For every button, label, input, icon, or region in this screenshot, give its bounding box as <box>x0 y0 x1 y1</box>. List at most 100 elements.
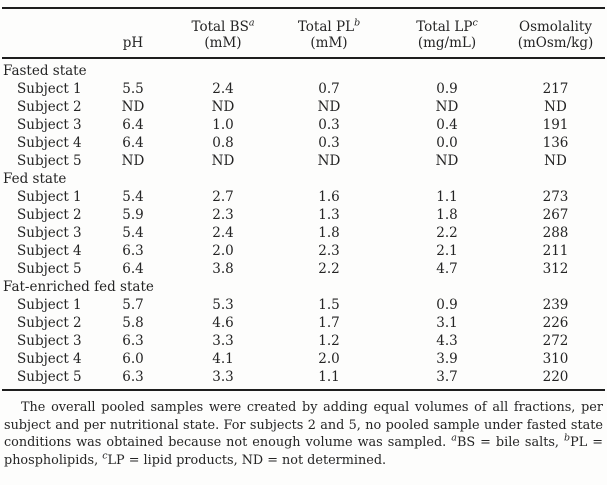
header-pl-unit: (mM) <box>310 35 348 51</box>
cell-osmolality: ND <box>544 153 567 169</box>
cell-ph: ND <box>121 153 145 169</box>
cell-total-lp: ND <box>435 153 459 169</box>
cell-total-pl: 1.1 <box>318 369 340 385</box>
section-row-fasted: Fasted state <box>2 58 605 80</box>
cell-ph: 6.4 <box>122 261 144 277</box>
row-label: Subject 2 <box>17 315 82 331</box>
row-label: Subject 3 <box>17 117 82 133</box>
table-row: Subject 1 5.7 5.3 1.5 0.9 239 <box>2 296 605 314</box>
cell-total-pl: 0.7 <box>318 81 340 97</box>
cell-total-pl: 2.3 <box>318 243 340 259</box>
table-row: Subject 1 5.4 2.7 1.6 1.1 273 <box>2 188 605 206</box>
header-osmolality: Osmolality (mOsm/kg) <box>506 8 605 59</box>
cell-total-bs: 4.1 <box>212 351 234 367</box>
cell-osmolality: 191 <box>542 117 569 133</box>
footnote-marker-c: c <box>102 450 108 462</box>
table-row: Subject 5 ND ND ND ND ND <box>2 152 605 170</box>
row-label: Subject 2 <box>17 207 82 223</box>
cell-total-pl: 1.8 <box>318 225 340 241</box>
cell-osmolality: 220 <box>542 369 569 385</box>
cell-total-lp: 3.9 <box>436 351 458 367</box>
cell-total-pl: 2.2 <box>318 261 340 277</box>
row-label: Subject 2 <box>17 99 82 115</box>
row-label: Subject 5 <box>17 369 82 385</box>
cell-total-pl: ND <box>317 153 341 169</box>
cell-total-bs: 2.7 <box>212 189 234 205</box>
cell-total-bs: ND <box>211 153 235 169</box>
cell-ph: 5.4 <box>122 225 144 241</box>
row-label: Subject 5 <box>17 153 82 169</box>
cell-ph: 5.9 <box>122 207 144 223</box>
table-row: Subject 5 6.3 3.3 1.1 3.7 220 <box>2 368 605 390</box>
footnote-marker-b: b <box>354 17 361 29</box>
cell-total-lp: 0.0 <box>436 135 458 151</box>
table-row: Subject 5 6.4 3.8 2.2 4.7 312 <box>2 260 605 278</box>
cell-osmolality: 288 <box>542 225 569 241</box>
cell-total-lp: 4.7 <box>436 261 458 277</box>
cell-total-bs: ND <box>211 99 235 115</box>
pooled-samples-table: pH Total BSa (mM) Total PLb (mM) Total L… <box>2 7 605 391</box>
cell-osmolality: 273 <box>542 189 569 205</box>
row-label: Subject 1 <box>17 81 82 97</box>
row-label: Subject 4 <box>17 135 82 151</box>
cell-total-lp: 0.9 <box>436 297 458 313</box>
cell-osmolality: 312 <box>542 261 569 277</box>
section-title: Fasted state <box>3 63 87 79</box>
table-row: Subject 3 5.4 2.4 1.8 2.2 288 <box>2 224 605 242</box>
cell-ph: 5.7 <box>122 297 144 313</box>
cell-total-pl: 1.7 <box>318 315 340 331</box>
cell-total-bs: 5.3 <box>212 297 234 313</box>
table-page: pH Total BSa (mM) Total PLb (mM) Total L… <box>2 7 605 469</box>
cell-total-lp: 3.7 <box>436 369 458 385</box>
cell-ph: 5.8 <box>122 315 144 331</box>
row-label: Subject 1 <box>17 297 82 313</box>
header-bs-label: Total BS <box>191 19 249 35</box>
cell-total-bs: 4.6 <box>212 315 234 331</box>
cell-total-lp: ND <box>435 99 459 115</box>
cell-total-bs: 0.8 <box>212 135 234 151</box>
header-ph-label: pH <box>122 35 144 51</box>
cell-osmolality: 211 <box>542 243 569 259</box>
header-pl-label: Total PL <box>297 19 355 35</box>
row-label: Subject 3 <box>17 333 82 349</box>
cell-total-bs: 2.0 <box>212 243 234 259</box>
cell-total-lp: 2.1 <box>436 243 458 259</box>
header-blank <box>2 8 90 59</box>
cell-osmolality: 310 <box>542 351 569 367</box>
table-footnote: The overall pooled samples were created … <box>4 399 603 469</box>
footnote-marker-b: b <box>564 432 571 444</box>
header-ph: pH <box>90 8 176 59</box>
cell-total-lp: 4.3 <box>436 333 458 349</box>
table-row: Subject 4 6.4 0.8 0.3 0.0 136 <box>2 134 605 152</box>
cell-ph: 5.5 <box>122 81 144 97</box>
cell-total-pl: 1.3 <box>318 207 340 223</box>
table-row: Subject 4 6.3 2.0 2.3 2.1 211 <box>2 242 605 260</box>
row-label: Subject 5 <box>17 261 82 277</box>
section-title: Fat-enriched fed state <box>3 279 154 295</box>
table-body: Fasted state Subject 1 5.5 2.4 0.7 0.9 2… <box>2 58 605 390</box>
header-total-bs: Total BSa (mM) <box>176 8 270 59</box>
cell-total-bs: 3.3 <box>212 369 234 385</box>
cell-osmolality: ND <box>544 99 567 115</box>
footnote-lead-text: The overall pooled samples were created … <box>4 400 603 451</box>
cell-ph: 6.3 <box>122 243 144 259</box>
cell-total-pl: 0.3 <box>318 117 340 133</box>
cell-total-bs: 2.4 <box>212 225 234 241</box>
cell-total-lp: 1.8 <box>436 207 458 223</box>
cell-total-pl: ND <box>317 99 341 115</box>
cell-total-pl: 2.0 <box>318 351 340 367</box>
cell-ph: 5.4 <box>122 189 144 205</box>
cell-ph: 6.3 <box>122 333 144 349</box>
section-title: Fed state <box>3 171 67 187</box>
cell-total-bs: 2.3 <box>212 207 234 223</box>
cell-total-bs: 2.4 <box>212 81 234 97</box>
cell-osmolality: 226 <box>542 315 569 331</box>
row-label: Subject 4 <box>17 243 82 259</box>
footnote-marker-c: c <box>472 17 478 29</box>
cell-total-pl: 1.6 <box>318 189 340 205</box>
cell-total-pl: 0.3 <box>318 135 340 151</box>
table-row: Subject 3 6.4 1.0 0.3 0.4 191 <box>2 116 605 134</box>
cell-total-lp: 0.4 <box>436 117 458 133</box>
table-row: Subject 3 6.3 3.3 1.2 4.3 272 <box>2 332 605 350</box>
cell-total-bs: 1.0 <box>212 117 234 133</box>
